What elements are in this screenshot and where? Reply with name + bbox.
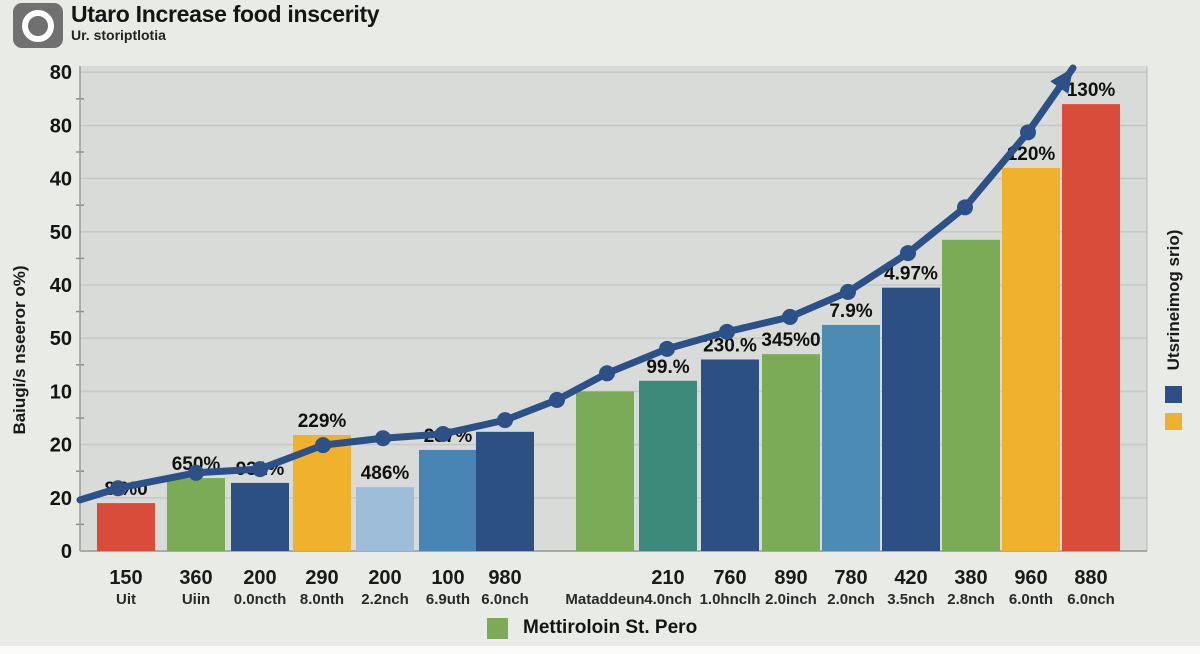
bar-value-label: 486% [361, 463, 410, 484]
trend-marker [435, 425, 451, 442]
bar [576, 391, 634, 551]
x-category-unit: 6.9uth [426, 591, 470, 608]
x-category-value: 200 [243, 567, 276, 589]
x-category-value: 880 [1074, 567, 1107, 589]
bar-value-label: 120% [1007, 144, 1056, 165]
circle-ring-icon [22, 9, 54, 42]
app-logo-icon [13, 3, 63, 48]
y-axis-title-right: Utsrineimog srio) [1164, 229, 1183, 371]
x-category-value: 960 [1014, 567, 1047, 589]
x-category-unit: Uiin [182, 591, 210, 608]
bar [167, 478, 225, 551]
trend-marker [599, 365, 615, 382]
bar [639, 380, 697, 551]
y-tick-label: 80 [50, 62, 72, 84]
bar [822, 324, 880, 551]
trend-line [76, 64, 1077, 504]
x-category-unit: 6.0nch [481, 591, 529, 608]
bottom-strip [0, 646, 1200, 654]
page-title: Utaro Increase food inscerity [71, 1, 380, 27]
legend-swatch-blue [1165, 386, 1182, 403]
x-category-value: 420 [894, 567, 927, 589]
bar [356, 487, 414, 551]
bar [701, 359, 759, 551]
trend-marker [549, 391, 565, 408]
x-category-value: 360 [179, 567, 212, 589]
bar [1062, 104, 1120, 552]
x-category-unit: Mataddeun [565, 591, 644, 608]
x-category-value: 980 [488, 567, 521, 589]
trend-marker [252, 461, 268, 478]
x-category-value: 210 [651, 567, 684, 589]
bar-value-label: 345%0 [761, 330, 820, 351]
x-category-unit: 2.8nch [947, 591, 995, 608]
page-subtitle: Ur. storiptlotia [71, 27, 166, 43]
y-axis-title-left: Baiugi/s nseeror o%) [10, 265, 29, 435]
x-category-unit: 8.0nth [300, 591, 344, 608]
bar-value-label: 4.97% [884, 264, 938, 285]
x-category-unit: Uit [116, 591, 136, 608]
y-tick-label: 0 [61, 541, 72, 563]
x-category-unit: 2.2nch [361, 591, 409, 608]
bar [476, 431, 534, 551]
bar [762, 354, 820, 551]
x-category-unit: 6.0nch [1067, 591, 1115, 608]
legend-label: Mettiroloin St. Pero [523, 617, 698, 638]
trend-marker [719, 323, 735, 340]
y-tick-label: 80 [50, 115, 72, 137]
trend-marker [957, 199, 973, 216]
bar [231, 482, 289, 551]
x-category-value: 780 [834, 567, 867, 589]
bar-value-label: 99.% [646, 357, 689, 378]
x-category-unit: 0.0ncth [234, 591, 287, 608]
bar-value-label: 229% [298, 411, 347, 432]
x-category-unit: 4.0nch [644, 591, 692, 608]
trend-marker [375, 430, 391, 447]
trend-marker [782, 308, 798, 325]
bar [882, 287, 940, 551]
bottom-legend: Mettiroloin St. Pero [487, 617, 697, 639]
x-category-unit: 1.0hnclh [700, 591, 761, 608]
x-category-value: 890 [774, 567, 807, 589]
trend-marker [188, 464, 204, 481]
bar [1002, 167, 1060, 551]
y-tick-label: 20 [50, 435, 72, 457]
bar-value-label: 130% [1067, 80, 1116, 101]
trend-marker [497, 412, 513, 429]
x-category-value: 100 [431, 567, 464, 589]
y-tick-label: 50 [50, 328, 72, 350]
x-category-value: 290 [305, 567, 338, 589]
trend-marker [110, 480, 126, 497]
x-category-unit: 3.5nch [887, 591, 935, 608]
x-category-value: 150 [109, 567, 142, 589]
y-tick-label: 40 [50, 275, 72, 297]
x-category-unit: 2.0nch [827, 591, 875, 608]
trend-marker [900, 245, 916, 262]
y-tick-label: 50 [50, 222, 72, 244]
x-category-value: 380 [954, 567, 987, 589]
bar-value-label: 230.% [703, 335, 757, 356]
legend-swatch-yellow [1165, 413, 1182, 430]
y-tick-label: 40 [50, 169, 72, 191]
header: Utaro Increase food inscerity Ur. storip… [0, 0, 1200, 60]
trend-marker [1020, 124, 1036, 141]
legend-swatch-green [487, 617, 508, 639]
trend-marker [315, 437, 331, 454]
trend-arrowhead-icon [1050, 67, 1073, 94]
bar [97, 503, 155, 551]
y-tick-label: 20 [50, 488, 72, 510]
x-category-unit: 2.0inch [765, 591, 817, 608]
bar-value-label: 7.9% [829, 301, 872, 322]
bar [942, 239, 1000, 551]
x-category-unit: 6.0nth [1009, 591, 1053, 608]
x-category-value: 760 [713, 567, 746, 589]
x-category-value: 200 [368, 567, 401, 589]
trend-marker [659, 340, 675, 357]
y-tick-label: 10 [50, 381, 72, 403]
trend-marker [840, 283, 856, 300]
bar [419, 449, 477, 551]
